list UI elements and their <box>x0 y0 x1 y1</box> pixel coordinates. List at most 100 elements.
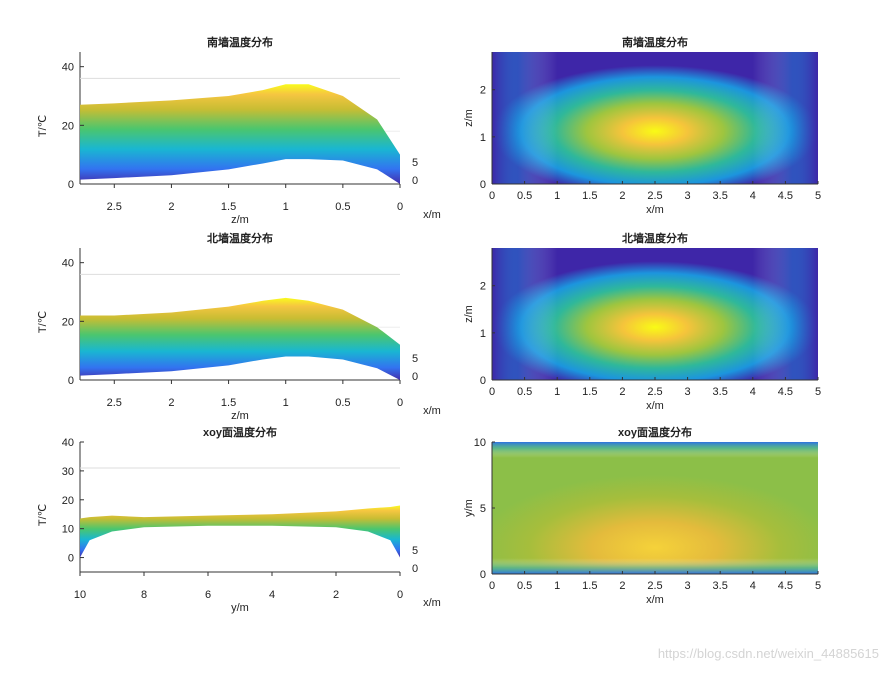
x-tick-label: 0.5 <box>517 580 532 592</box>
x-tick-label: 2 <box>619 386 625 398</box>
x-tick-label: 8 <box>141 589 147 601</box>
y-axis-label: T/℃ <box>37 115 49 137</box>
x-tick-label: 1.5 <box>582 190 597 202</box>
y-tick-label: 20 <box>62 316 74 328</box>
x-tick-label: 3.5 <box>713 580 728 592</box>
y-tick-label: 1 <box>480 132 486 144</box>
x-tick-label: 2 <box>619 190 625 202</box>
x-tick-label: 0.5 <box>517 386 532 398</box>
x-tick-label: 4.5 <box>778 580 793 592</box>
y-tick-label: 20 <box>62 495 74 507</box>
depth-tick-label: 0 <box>412 371 418 383</box>
y-tick-label: 10 <box>474 437 486 449</box>
watermark: https://blog.csdn.net/weixin_44885615 <box>657 646 879 661</box>
x-tick-label: 1 <box>554 386 560 398</box>
depth-tick-label: 0 <box>412 175 418 187</box>
chart-title: 南墙温度分布 <box>207 35 273 49</box>
y-tick-label: 40 <box>62 437 74 449</box>
x-tick-label: 3 <box>685 580 691 592</box>
x-tick-label: 3.5 <box>713 386 728 398</box>
x-tick-label: 0.5 <box>335 397 350 409</box>
surface-band <box>80 297 400 380</box>
depth-tick-label: 5 <box>412 353 418 365</box>
x-tick-label: 0.5 <box>335 201 350 213</box>
x-tick-label: 0 <box>397 201 403 213</box>
x-tick-label: 0 <box>489 580 495 592</box>
chart-title: xoy面温度分布 <box>618 425 692 439</box>
chart-panel-4: 北墙温度分布 0 0.5 1 1.5 2 2.5 3 3.5 4 4.5 5 0 1 2 x/m z/m <box>463 231 821 412</box>
y-tick-label: 30 <box>62 466 74 478</box>
y-tick-label: 40 <box>62 62 74 74</box>
x-tick-label: 5 <box>815 190 821 202</box>
x-tick-label: 3 <box>685 386 691 398</box>
x-tick-label: 1 <box>283 201 289 213</box>
x-tick-label: 4 <box>269 589 275 601</box>
x-tick-label: 2.5 <box>107 201 122 213</box>
x-tick-label: 4.5 <box>778 386 793 398</box>
y-tick-label: 2 <box>480 281 486 293</box>
x-axis-label: y/m <box>231 602 249 614</box>
y-tick-label: 5 <box>480 503 486 515</box>
x-tick-label: 0 <box>489 386 495 398</box>
x-tick-label: 3.5 <box>713 190 728 202</box>
x-tick-label: 1.5 <box>221 201 236 213</box>
x-tick-label: 5 <box>815 386 821 398</box>
x-tick-label: 4 <box>750 580 756 592</box>
x-tick-label: 6 <box>205 589 211 601</box>
x-tick-label: 2.5 <box>647 190 662 202</box>
x-tick-label: 2 <box>168 397 174 409</box>
x-axis-label: x/m <box>646 204 664 216</box>
x-tick-label: 4 <box>750 190 756 202</box>
surface-band <box>80 84 400 184</box>
x-tick-label: 0.5 <box>517 190 532 202</box>
y-tick-label: 2 <box>480 85 486 97</box>
x-tick-label: 2.5 <box>107 397 122 409</box>
depth-axis-label: x/m <box>423 405 441 417</box>
y-axis-label: T/℃ <box>37 504 49 526</box>
chart-panel-6: xoy面温度分布 0 0.5 1 1.5 2 2.5 3 3.5 4 4.5 5 0 5 10 x/m y/m <box>463 425 821 606</box>
y-axis-label: T/℃ <box>37 311 49 333</box>
y-axis-label: z/m <box>463 305 475 323</box>
y-tick-label: 0 <box>68 179 74 191</box>
y-tick-label: 0 <box>480 375 486 387</box>
y-axis-label: z/m <box>463 109 475 127</box>
y-tick-label: 0 <box>480 569 486 581</box>
depth-tick-label: 0 <box>412 563 418 575</box>
x-tick-label: 10 <box>74 589 86 601</box>
y-tick-label: 0 <box>68 375 74 387</box>
heatmap-edge-shading <box>492 248 818 380</box>
heatmap-edge-shading <box>492 442 818 574</box>
x-tick-label: 3 <box>685 190 691 202</box>
chart-title: 北墙温度分布 <box>622 231 688 245</box>
chart-panel-2: 南墙温度分布 0 0.5 1 1.5 2 2.5 3 3.5 4 4.5 5 0 1 2 x/m z/m <box>463 35 821 216</box>
x-axis-label: z/m <box>231 214 249 226</box>
y-tick-label: 0 <box>68 553 74 565</box>
x-tick-label: 2 <box>619 580 625 592</box>
x-tick-label: 1.5 <box>582 386 597 398</box>
y-axis-label: y/m <box>463 499 475 517</box>
depth-axis-label: x/m <box>423 597 441 609</box>
x-tick-label: 1 <box>554 580 560 592</box>
y-tick-label: 40 <box>62 258 74 270</box>
x-tick-label: 1 <box>554 190 560 202</box>
x-tick-label: 4 <box>750 386 756 398</box>
x-tick-label: 1 <box>283 397 289 409</box>
x-tick-label: 2.5 <box>647 580 662 592</box>
depth-tick-label: 5 <box>412 157 418 169</box>
chart-title: xoy面温度分布 <box>203 425 277 439</box>
x-axis-label: x/m <box>646 594 664 606</box>
x-tick-label: 2 <box>333 589 339 601</box>
x-tick-label: 1.5 <box>582 580 597 592</box>
x-tick-label: 0 <box>397 397 403 409</box>
chart-panel-1: 南墙温度分布 2.5 2 1.5 1 0.5 0 0 20 40 0 5 z/m x/m T/℃ <box>37 35 441 226</box>
x-tick-label: 4.5 <box>778 190 793 202</box>
x-tick-label: 2.5 <box>647 386 662 398</box>
y-tick-label: 1 <box>480 328 486 340</box>
y-tick-label: 20 <box>62 120 74 132</box>
y-tick-label: 10 <box>62 524 74 536</box>
x-tick-label: 2 <box>168 201 174 213</box>
x-tick-label: 0 <box>489 190 495 202</box>
x-tick-label: 5 <box>815 580 821 592</box>
